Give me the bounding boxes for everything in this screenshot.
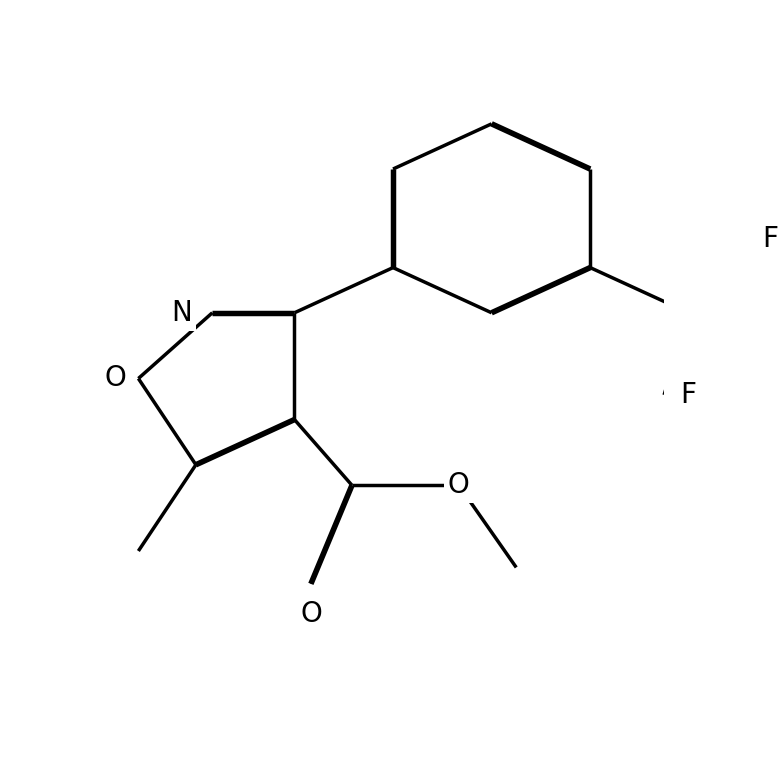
- Text: O: O: [104, 365, 126, 392]
- Text: F: F: [763, 225, 779, 253]
- Text: O: O: [300, 600, 321, 628]
- Text: F: F: [681, 381, 696, 409]
- Text: O: O: [448, 472, 470, 500]
- Text: N: N: [171, 299, 192, 327]
